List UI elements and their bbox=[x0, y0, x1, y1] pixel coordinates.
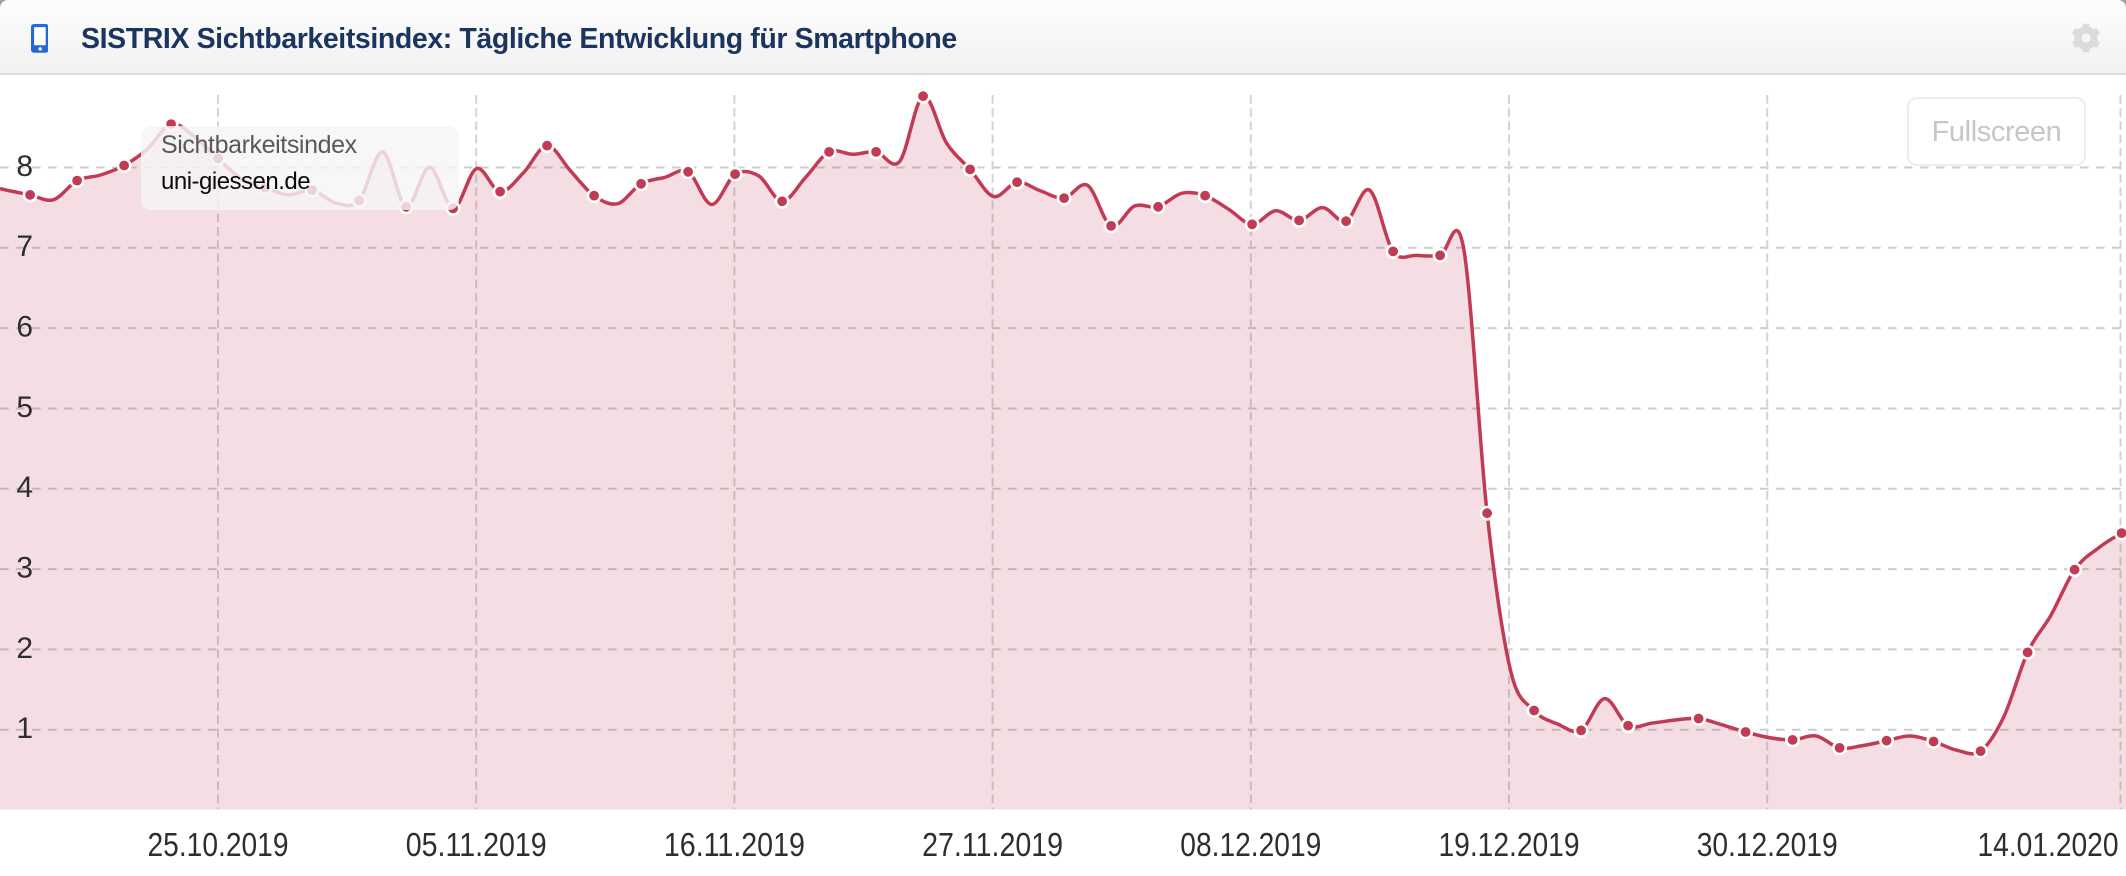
svg-text:4: 4 bbox=[16, 471, 33, 504]
svg-text:19.12.2019: 19.12.2019 bbox=[1439, 826, 1580, 863]
svg-text:5: 5 bbox=[16, 391, 33, 424]
svg-text:14.01.2020: 14.01.2020 bbox=[1978, 826, 2119, 863]
svg-text:2: 2 bbox=[16, 632, 33, 665]
svg-text:30.12.2019: 30.12.2019 bbox=[1697, 826, 1838, 863]
svg-text:27.11.2019: 27.11.2019 bbox=[922, 826, 1063, 863]
svg-text:05.11.2019: 05.11.2019 bbox=[406, 826, 547, 863]
svg-text:25.10.2019: 25.10.2019 bbox=[148, 826, 289, 863]
svg-text:8: 8 bbox=[16, 150, 33, 183]
svg-text:3: 3 bbox=[16, 552, 33, 585]
svg-text:7: 7 bbox=[16, 230, 33, 263]
svg-text:08.12.2019: 08.12.2019 bbox=[1180, 826, 1321, 863]
svg-text:1: 1 bbox=[16, 712, 33, 745]
svg-text:6: 6 bbox=[16, 311, 33, 344]
svg-text:16.11.2019: 16.11.2019 bbox=[664, 826, 805, 863]
